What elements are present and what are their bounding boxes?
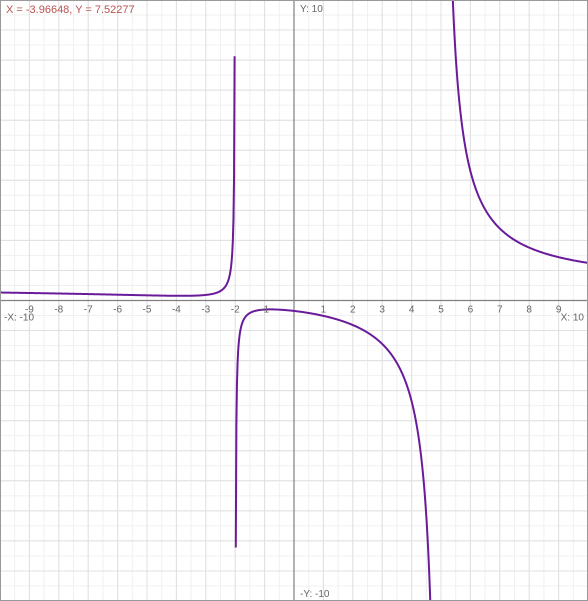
- x-tick-label: 7: [497, 305, 503, 316]
- axis-label-bottom: -Y: -10: [300, 589, 330, 600]
- chart-container: X = -3.96648, Y = 7.52277 -9-8-7-6-5-4-3…: [0, 0, 588, 601]
- x-tick-label: -2: [231, 305, 240, 316]
- x-tick-label: -6: [113, 305, 122, 316]
- axis-label-left: -X: -10: [4, 313, 34, 324]
- x-tick-label: 5: [438, 305, 444, 316]
- x-tick-label: -1: [260, 305, 269, 316]
- axis-label-top: Y: 10: [300, 4, 323, 15]
- coord-readout: X = -3.96648, Y = 7.52277: [6, 4, 135, 16]
- axis-label-right: X: 10: [561, 313, 585, 324]
- x-tick-label: 1: [321, 305, 327, 316]
- x-tick-label: -5: [143, 305, 152, 316]
- x-tick-label: -4: [172, 305, 181, 316]
- x-tick-label: 2: [350, 305, 356, 316]
- x-tick-label: -8: [54, 305, 63, 316]
- chart-plot[interactable]: -9-8-7-6-5-4-3-2-1123456789Y: 10X: 10-X:…: [0, 0, 588, 601]
- x-tick-label: -3: [201, 305, 210, 316]
- x-tick-label: 8: [526, 305, 532, 316]
- x-tick-label: 6: [468, 305, 474, 316]
- x-tick-label: 3: [379, 305, 385, 316]
- x-tick-label: -7: [84, 305, 93, 316]
- x-tick-label: 4: [409, 305, 415, 316]
